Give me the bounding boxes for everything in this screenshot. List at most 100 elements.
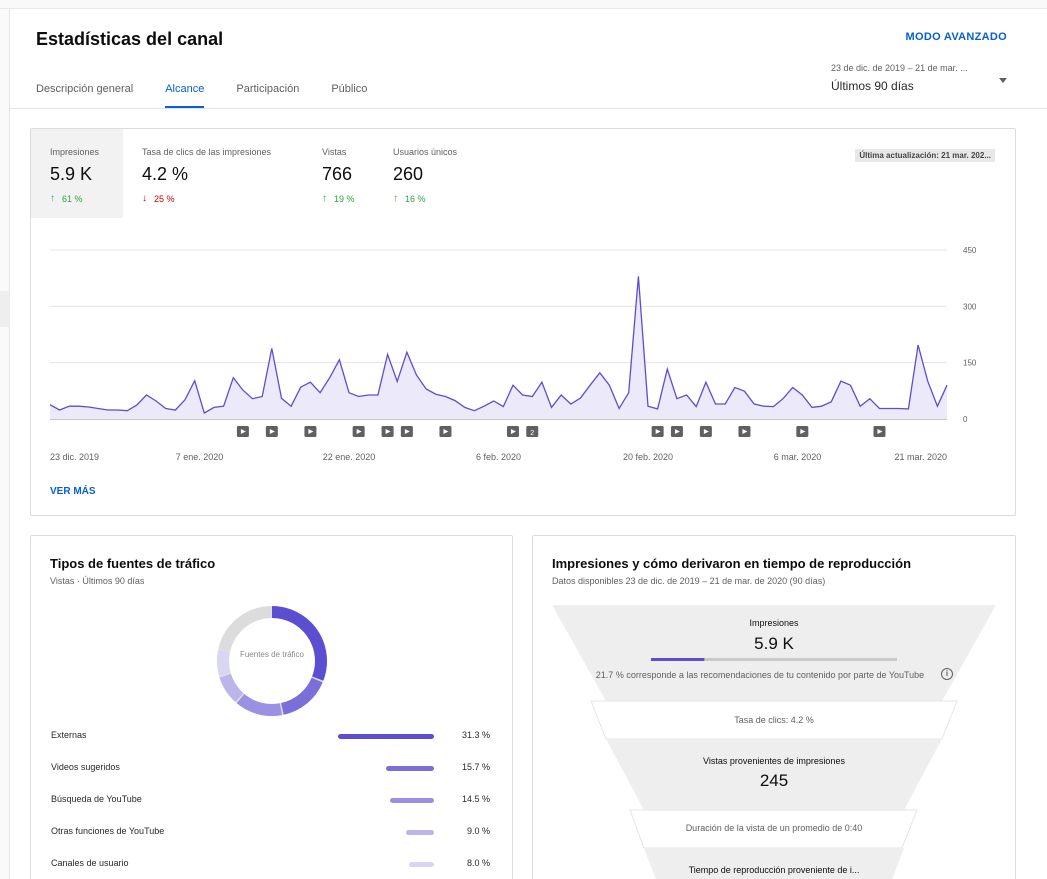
traffic-source-bar: [338, 734, 434, 739]
date-range-selector[interactable]: 23 de dic. de 2019 – 21 de mar. ... Últi…: [831, 63, 1011, 93]
metric-ctr[interactable]: Tasa de clics de las impresiones 4.2 % ↓…: [142, 129, 312, 218]
impressions-chart: 0 150 300 450 2 23 dic. 2019 7 ene. 2020 22 ene…: [49, 246, 977, 462]
arrow-up-icon: ↑: [393, 193, 398, 204]
last-updated-badge: Última actualización: 21 mar. 202...: [855, 149, 995, 162]
funnel-stage-views: [606, 739, 942, 810]
play-icon: [800, 429, 806, 434]
x-tick-label: 22 ene. 2020: [323, 452, 376, 462]
play-icon: [742, 429, 748, 434]
card-subtitle: Vistas · Últimos 90 días: [50, 576, 145, 586]
tab-audience[interactable]: Público: [331, 83, 368, 95]
metric-label: Tasa de clics de las impresiones: [142, 147, 272, 157]
play-icon: [703, 429, 709, 434]
donut-center-label: Fuentes de tráfico: [239, 650, 305, 659]
y-tick-label: 0: [963, 415, 968, 424]
top-app-bar: [0, 0, 1047, 9]
play-icon: [655, 429, 661, 434]
traffic-source-percent: 31.3 %: [461, 730, 490, 740]
traffic-source-bar: [389, 798, 434, 803]
traffic-source-name: Externas: [51, 730, 87, 740]
tab-overview[interactable]: Descripción general: [36, 83, 134, 95]
traffic-source-percent: 9.0 %: [466, 826, 490, 836]
traffic-source-name: Otras funciones de YouTube: [51, 826, 165, 836]
arrow-down-icon: ↓: [142, 193, 147, 204]
metric-impressions[interactable]: Impresiones 5.9 K ↑ 61 %: [31, 129, 123, 218]
date-range-detail: 23 de dic. de 2019 – 21 de mar. ...: [831, 63, 968, 73]
play-icon: [404, 429, 410, 434]
video-marker-count: 2: [530, 430, 534, 437]
traffic-source-bar: [385, 766, 434, 771]
metric-label: Usuarios únicos: [393, 147, 458, 157]
x-tick-label: 7 ene. 2020: [176, 452, 224, 462]
traffic-source-row[interactable]: Canales de usuario 8.0 %: [50, 858, 490, 872]
card-title: Impresiones y cómo derivaron en tiempo d…: [552, 556, 912, 571]
traffic-source-row[interactable]: Otras funciones de YouTube 9.0 %: [50, 826, 490, 840]
donut-segment: [217, 606, 327, 716]
funnel-views-label: Vistas provenientes de impresiones: [703, 756, 845, 766]
tabs-divider: [10, 108, 1047, 109]
traffic-source-row[interactable]: Videos sugeridos 15.7 %: [50, 762, 490, 776]
traffic-source-name: Búsqueda de YouTube: [51, 794, 142, 804]
funnel-stage-watch-time: [644, 848, 904, 879]
play-icon: [308, 429, 314, 434]
y-tick-label: 450: [963, 246, 977, 255]
traffic-source-name: Videos sugeridos: [51, 762, 120, 772]
x-tick-label: 6 feb. 2020: [476, 452, 521, 462]
play-icon: [385, 429, 391, 434]
funnel-impressions-value: 5.9 K: [754, 634, 794, 653]
tab-engagement[interactable]: Participación: [236, 83, 300, 95]
funnel-impressions-label: Impresiones: [749, 618, 799, 628]
metric-value: 260: [393, 164, 424, 184]
ctr-note: Tasa de clics: 4.2 %: [734, 715, 814, 725]
video-marker: [526, 426, 539, 437]
metric-delta: ↑ 16 %: [393, 193, 426, 204]
metric-delta: ↑ 61 %: [50, 193, 83, 204]
funnel-views-value: 245: [759, 771, 789, 790]
impressions-line: [49, 276, 948, 414]
metric-unique-viewers[interactable]: Usuarios únicos 260 ↑ 16 %: [393, 129, 493, 218]
metric-label: Vistas: [322, 147, 347, 157]
funnel-shape: [552, 605, 996, 879]
info-icon[interactable]: i: [941, 668, 953, 680]
metric-views[interactable]: Vistas 766 ↑ 19 %: [322, 129, 382, 218]
x-tick-label: 23 dic. 2019: [50, 452, 99, 462]
traffic-source-name: Canales de usuario: [51, 858, 129, 868]
traffic-source-bar: [409, 862, 434, 867]
play-icon: [877, 429, 883, 434]
play-icon: [443, 429, 449, 434]
recommendation-share-bar: [651, 658, 705, 661]
x-tick-label: 20 feb. 2020: [623, 452, 673, 462]
metric-value: 766: [322, 164, 353, 184]
traffic-source-row[interactable]: Búsqueda de YouTube 14.5 %: [50, 794, 490, 808]
sidebar-active-indicator: [0, 291, 10, 327]
metric-delta: ↓ 25 %: [142, 193, 175, 204]
advanced-mode-button[interactable]: MODO AVANZADO: [905, 31, 1007, 43]
metric-value: 5.9 K: [50, 164, 93, 184]
traffic-sources-card: Tipos de fuentes de tráfico Vistas · Últ…: [30, 535, 513, 879]
traffic-donut-chart: [217, 606, 327, 716]
traffic-source-row[interactable]: Externas 31.3 %: [50, 730, 490, 744]
y-tick-label: 150: [963, 359, 977, 368]
metric-label: Impresiones: [50, 147, 100, 157]
see-more-link[interactable]: VER MÁS: [50, 486, 96, 497]
arrow-up-icon: ↑: [322, 193, 327, 204]
play-icon: [269, 429, 275, 434]
play-icon: [240, 429, 246, 434]
left-sidebar-edge: [0, 9, 10, 879]
recommendation-note: 21.7 % corresponde a las recomendaciones…: [595, 670, 925, 680]
funnel-watch-time-label: Tiempo de reproducción proveniente de i.…: [688, 865, 860, 875]
y-tick-label: 300: [963, 302, 977, 311]
play-icon: [674, 429, 680, 434]
impressions-funnel-card: Impresiones y cómo derivaron en tiempo d…: [532, 535, 1016, 879]
reach-card: Impresiones 5.9 K ↑ 61 % Tasa de clics de…: [30, 128, 1016, 516]
card-subtitle: Datos disponibles 23 de dic. de 2019 – 2…: [552, 576, 826, 586]
donut-segment: [217, 606, 327, 716]
tab-reach[interactable]: Alcance: [165, 76, 205, 108]
traffic-source-percent: 8.0 %: [466, 858, 490, 868]
x-tick-label: 6 mar. 2020: [774, 452, 822, 462]
card-title: Tipos de fuentes de tráfico: [50, 556, 216, 571]
traffic-source-percent: 14.5 %: [461, 794, 490, 804]
traffic-source-percent: 15.7 %: [461, 762, 490, 772]
dropdown-arrow-icon: [999, 78, 1007, 83]
x-tick-label: 21 mar. 2020: [894, 452, 947, 462]
